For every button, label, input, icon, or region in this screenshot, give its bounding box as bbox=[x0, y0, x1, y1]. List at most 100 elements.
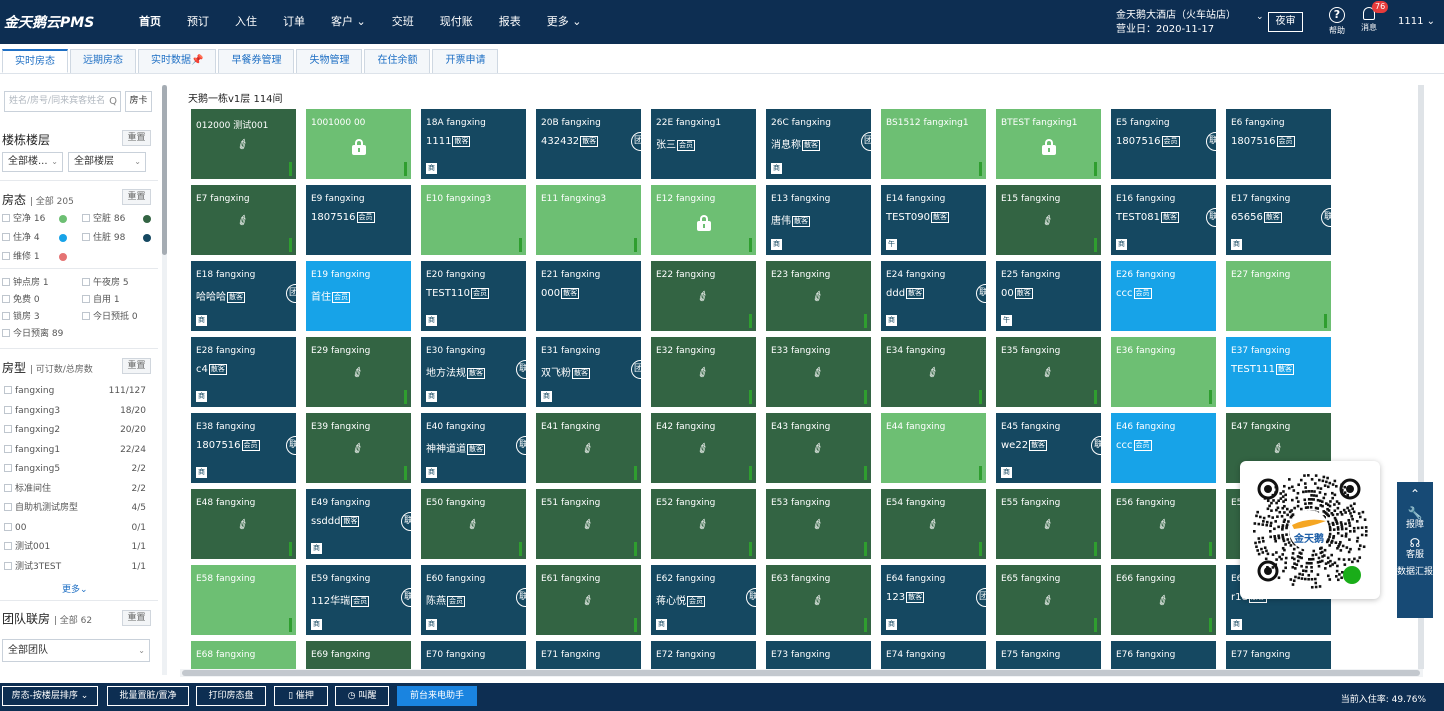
nav-item[interactable]: 入住 bbox=[235, 15, 257, 28]
checkbox[interactable] bbox=[82, 214, 90, 222]
room-card[interactable]: E60 fangxing 陈燕 会员 联商 bbox=[421, 565, 526, 635]
room-card[interactable]: E69 fangxing bbox=[306, 641, 411, 669]
roomtype-row[interactable]: fangxing5 2/2 bbox=[4, 463, 146, 475]
room-card[interactable]: E55 fangxing ✐ bbox=[996, 489, 1101, 559]
room-card[interactable]: E63 fangxing ✐ bbox=[766, 565, 871, 635]
room-card[interactable]: E34 fangxing ✐ bbox=[881, 337, 986, 407]
room-card[interactable]: E5 fangxing 1807516 会员 联 bbox=[1111, 109, 1216, 179]
checkbox[interactable] bbox=[4, 522, 12, 531]
room-card[interactable]: 22E fangxing1 张三 会员 bbox=[651, 109, 756, 179]
rightbar-item[interactable]: 数据汇报 bbox=[1397, 567, 1433, 578]
checkbox[interactable] bbox=[82, 295, 90, 303]
group-reset-button[interactable]: 重置 bbox=[122, 610, 151, 626]
room-card[interactable]: E43 fangxing ✐ bbox=[766, 413, 871, 483]
room-card[interactable]: E15 fangxing ✐ bbox=[996, 185, 1101, 255]
room-card[interactable]: 1001000 00 bbox=[306, 109, 411, 179]
room-card[interactable]: E58 fangxing bbox=[191, 565, 296, 635]
room-card[interactable]: E53 fangxing ✐ bbox=[766, 489, 871, 559]
room-card[interactable]: E14 fangxing TEST090 散客午 bbox=[881, 185, 986, 255]
grid-scroll-thumb[interactable] bbox=[1418, 85, 1424, 669]
tab-item[interactable]: 实时数据📌 bbox=[138, 49, 217, 73]
roomtype-row[interactable]: 测试3TEST 1/1 bbox=[4, 561, 146, 573]
tab-item[interactable]: 开票申请 bbox=[432, 49, 499, 73]
room-card[interactable]: E73 fangxing bbox=[766, 641, 871, 669]
room-card[interactable]: E56 fangxing ✐ bbox=[1111, 489, 1216, 559]
room-card[interactable]: E72 fangxing bbox=[651, 641, 756, 669]
room-card[interactable]: E11 fangxing3 bbox=[536, 185, 641, 255]
room-card[interactable]: E30 fangxing 地方法规 散客 联商 bbox=[421, 337, 526, 407]
wake-call-button[interactable]: ◷ 叫醒 bbox=[335, 686, 389, 706]
room-card[interactable]: E25 fangxing 00 散客午 bbox=[996, 261, 1101, 331]
room-card[interactable]: E76 fangxing bbox=[1111, 641, 1216, 669]
checkbox[interactable] bbox=[4, 425, 12, 433]
roomtype-row[interactable]: 自助机测试房型 4/5 bbox=[4, 502, 146, 514]
checkbox[interactable] bbox=[2, 252, 10, 260]
room-card[interactable]: E46 fangxing ccc 会员 bbox=[1111, 413, 1216, 483]
room-card[interactable]: E65 fangxing ✐ bbox=[996, 565, 1101, 635]
checkbox[interactable] bbox=[82, 233, 90, 241]
checkbox[interactable] bbox=[82, 278, 90, 286]
checkbox[interactable] bbox=[2, 312, 10, 320]
room-card[interactable]: E26 fangxing ccc 会员 bbox=[1111, 261, 1216, 331]
messages-button[interactable]: 76 消息 bbox=[1356, 1, 1389, 33]
flag-filter-item[interactable]: 自用 1 bbox=[82, 294, 120, 306]
room-card[interactable]: E17 fangxing 65656 散客 联商 bbox=[1226, 185, 1331, 255]
room-card[interactable]: E37 fangxing TEST111 散客 bbox=[1226, 337, 1331, 407]
room-card[interactable]: E66 fangxing ✐ bbox=[1111, 565, 1216, 635]
room-card[interactable]: 26C fangxing 消息称 散客 团商 bbox=[766, 109, 871, 179]
checkbox[interactable] bbox=[4, 561, 12, 570]
checkbox[interactable] bbox=[2, 214, 10, 222]
room-card[interactable]: 20B fangxing 432432 散客 团 bbox=[536, 109, 641, 179]
sidebar-scroll-thumb[interactable] bbox=[162, 85, 167, 255]
room-card[interactable]: E52 fangxing ✐ bbox=[651, 489, 756, 559]
checkbox[interactable] bbox=[2, 295, 10, 303]
nav-item[interactable]: 更多 ⌄ bbox=[546, 15, 582, 28]
room-card[interactable]: E23 fangxing ✐ bbox=[766, 261, 871, 331]
room-card[interactable]: E70 fangxing bbox=[421, 641, 526, 669]
checkbox[interactable] bbox=[4, 386, 12, 394]
room-card[interactable]: E45 fangxing we22 散客 联商 bbox=[996, 413, 1101, 483]
room-card[interactable]: E10 fangxing3 bbox=[421, 185, 526, 255]
room-card[interactable]: E6 fangxing 1807516 会员 bbox=[1226, 109, 1331, 179]
rightbar-item[interactable]: ⌃ bbox=[1397, 488, 1433, 501]
sidebar-scrollbar[interactable] bbox=[162, 85, 167, 675]
roomtype-row[interactable]: fangxing2 20/20 bbox=[4, 424, 146, 436]
status-filter-item[interactable]: 住脏 98 bbox=[82, 232, 125, 244]
room-card[interactable]: E48 fangxing ✐ bbox=[191, 489, 296, 559]
roomtype-row[interactable]: 00 0/1 bbox=[4, 522, 146, 534]
group-select[interactable]: 全部团队 ⌄ bbox=[2, 639, 150, 662]
room-card[interactable]: E68 fangxing bbox=[191, 641, 296, 669]
nav-item[interactable]: 客户 ⌄ bbox=[331, 15, 366, 28]
floor-reset-button[interactable]: 重置 bbox=[122, 130, 151, 146]
room-card[interactable]: E29 fangxing ✐ bbox=[306, 337, 411, 407]
room-card[interactable]: E54 fangxing ✐ bbox=[881, 489, 986, 559]
room-card[interactable]: E22 fangxing ✐ bbox=[651, 261, 756, 331]
room-card[interactable]: E13 fangxing 唐伟 散客商 bbox=[766, 185, 871, 255]
tab-item[interactable]: 远期房态 bbox=[70, 49, 136, 73]
nav-item[interactable]: 现付账 bbox=[439, 15, 473, 28]
roomtype-row[interactable]: 标准间住 2/2 bbox=[4, 483, 146, 495]
flag-filter-item[interactable]: 午夜房 5 bbox=[82, 277, 129, 289]
room-card[interactable]: E31 fangxing 双飞粉 散客 团商 bbox=[536, 337, 641, 407]
grid-horizontal-scrollbar[interactable] bbox=[180, 669, 1423, 677]
call-assistant-button[interactable]: 前台来电助手 bbox=[397, 686, 477, 706]
nav-item[interactable]: 报表 bbox=[498, 15, 521, 28]
checkbox[interactable] bbox=[4, 483, 12, 492]
flag-filter-item[interactable]: 免费 0 bbox=[2, 294, 40, 306]
room-card[interactable]: E33 fangxing ✐ bbox=[766, 337, 871, 407]
room-card[interactable]: E41 fangxing ✐ bbox=[536, 413, 641, 483]
room-card[interactable]: E32 fangxing ✐ bbox=[651, 337, 756, 407]
room-card-button[interactable]: 房卡 bbox=[125, 91, 152, 112]
grid-scrollbar[interactable] bbox=[1418, 85, 1424, 669]
nav-item[interactable]: 首页 bbox=[139, 15, 161, 28]
room-card[interactable]: E51 fangxing ✐ bbox=[536, 489, 641, 559]
room-card[interactable]: E75 fangxing bbox=[996, 641, 1101, 669]
nav-item[interactable]: 预订 bbox=[187, 15, 209, 28]
room-card[interactable]: E24 fangxing ddd 散客 联商 bbox=[881, 261, 986, 331]
tab-item[interactable]: 失物管理 bbox=[296, 49, 363, 73]
room-card[interactable]: E40 fangxing 神神道道 散客 联商 bbox=[421, 413, 526, 483]
sort-select[interactable]: 房态-按楼层排序 ⌄ bbox=[2, 686, 98, 706]
checkbox[interactable] bbox=[2, 278, 10, 286]
room-card[interactable]: E49 fangxing ssddd 散客 联商 bbox=[306, 489, 411, 559]
flag-filter-item[interactable]: 钟点房 1 bbox=[2, 277, 49, 289]
